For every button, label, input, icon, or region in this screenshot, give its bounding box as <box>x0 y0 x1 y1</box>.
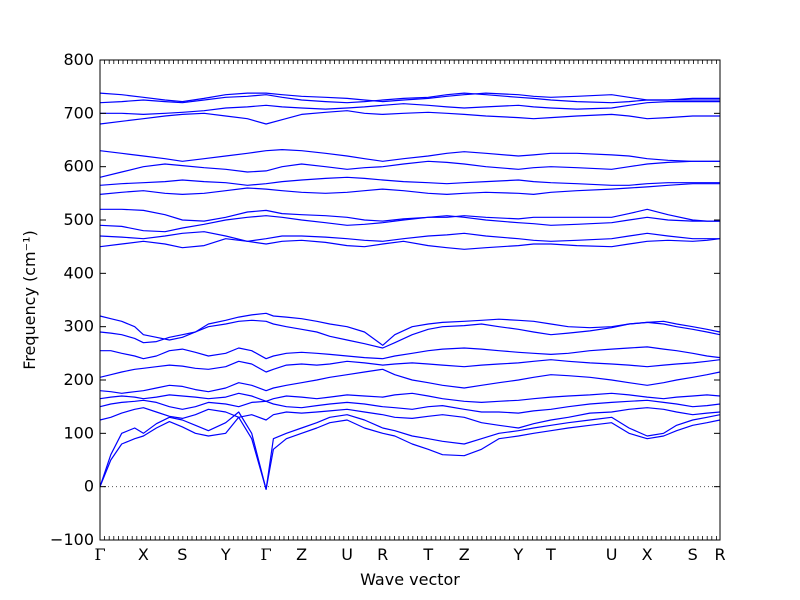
band-line-19 <box>100 100 720 116</box>
x-tick-label: X <box>642 545 653 564</box>
x-tick-label: U <box>606 545 618 564</box>
band-line-10 <box>99 238 721 250</box>
x-tick-label: S <box>177 545 187 564</box>
x-tick-label: S <box>688 545 698 564</box>
x-axis-label: Wave vector <box>360 570 460 589</box>
band-line-20 <box>99 92 720 104</box>
y-tick-label: 800 <box>63 50 94 69</box>
band-line-11 <box>99 231 720 242</box>
band-line-12 <box>99 215 720 233</box>
x-tick-label: Z <box>296 545 307 564</box>
y-tick-label: 100 <box>63 423 94 442</box>
x-tick-label: Y <box>513 545 524 564</box>
band-line-16 <box>99 160 720 178</box>
x-tick-label: Γ <box>94 545 105 564</box>
x-tick-label: Z <box>459 545 470 564</box>
x-tick-label: U <box>341 545 353 564</box>
y-tick-label: 200 <box>63 370 94 389</box>
x-tick-label: R <box>714 545 725 564</box>
x-tick-label: T <box>545 545 556 564</box>
y-tick-label: 500 <box>63 210 94 229</box>
x-tick-label: Y <box>220 545 231 564</box>
x-tick-label: R <box>377 545 388 564</box>
band-line-21 <box>99 92 720 103</box>
y-ticks: −100 0 100 200 300 400 500 600 700 800 <box>50 50 720 549</box>
band-line-17 <box>99 149 720 162</box>
band-line-3 <box>99 399 721 414</box>
band-line-5 <box>99 368 721 394</box>
x-tick-label: Γ <box>261 545 272 564</box>
y-tick-label: 0 <box>84 477 94 496</box>
band-line-13 <box>100 208 720 222</box>
band-line-9 <box>99 312 721 346</box>
y-tick-label: −100 <box>50 530 94 549</box>
band-line-0 <box>99 416 721 490</box>
band-line-15 <box>99 176 720 186</box>
band-line-14 <box>99 183 720 195</box>
band-line-2 <box>99 407 721 429</box>
x-tick-label: X <box>138 545 149 564</box>
y-axis-label: Frequency (cm⁻¹) <box>20 230 39 369</box>
x-tick-label: T <box>422 545 433 564</box>
band-line-8 <box>99 319 721 349</box>
band-line-18 <box>99 110 720 125</box>
band-line-1 <box>99 411 721 490</box>
band-line-4 <box>99 392 721 403</box>
plot-frame <box>99 59 721 541</box>
y-tick-label: 600 <box>63 157 94 176</box>
y-tick-label: 400 <box>63 263 94 282</box>
phonon-bands <box>99 92 721 490</box>
band-line-6 <box>99 359 721 378</box>
y-tick-label: 300 <box>63 317 94 336</box>
y-tick-label: 700 <box>63 103 94 122</box>
band-line-7 <box>100 346 721 360</box>
